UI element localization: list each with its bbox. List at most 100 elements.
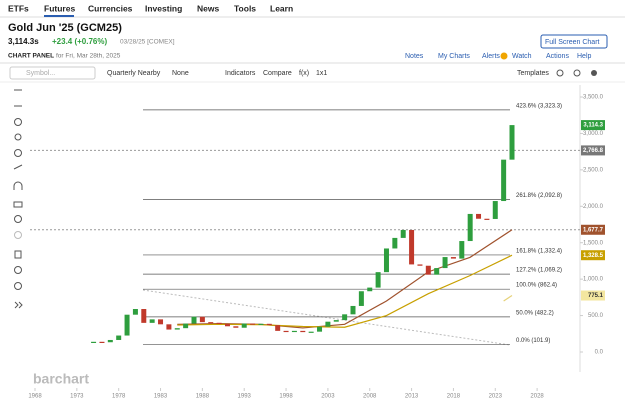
price-tag-label: 1,328.5 [583, 253, 604, 259]
candle [116, 335, 122, 340]
toolbar-item[interactable]: Quarterly Nearby [107, 70, 161, 77]
last-price: 3,114.3s [8, 37, 39, 46]
x-tick-label: 1973 [70, 394, 84, 400]
tool-icon[interactable] [14, 266, 22, 274]
price-tag [581, 145, 605, 156]
candle [241, 323, 247, 328]
fib-label: 0.0% (101.9) [516, 338, 550, 344]
toolbar-item[interactable]: None [172, 70, 189, 77]
candle [99, 341, 105, 343]
active-underline [44, 15, 74, 17]
candle [492, 201, 498, 219]
tool-icon[interactable] [14, 250, 22, 259]
price-tag [581, 224, 605, 235]
y-tick-label: 1,000.0 [583, 277, 604, 283]
tool-icon[interactable] [14, 215, 22, 223]
candle [425, 265, 431, 275]
nav-tab[interactable]: Tools [234, 3, 256, 13]
candle [509, 125, 515, 160]
alert-icon [500, 52, 508, 60]
candle [342, 314, 348, 321]
x-tick-label: 2023 [489, 394, 503, 400]
toolbar-item[interactable]: f(x) [299, 70, 309, 77]
toolbar-item[interactable]: Templates [517, 70, 549, 77]
theme-icon[interactable] [591, 70, 597, 76]
candle [333, 320, 339, 322]
watermark: barchart [33, 371, 89, 387]
fib-label: 50.0% (482.2) [516, 310, 554, 316]
price-tag-label: 3,114.3 [583, 123, 603, 129]
toolbar-item[interactable]: Indicators [225, 70, 256, 77]
candle [141, 309, 147, 323]
candle [224, 323, 230, 327]
candle [350, 305, 356, 315]
nav-tab[interactable]: Futures [44, 3, 75, 13]
nav-tab[interactable]: News [197, 3, 219, 13]
link[interactable]: Watch [512, 53, 532, 60]
trend-line [142, 289, 511, 346]
candle [191, 316, 197, 324]
settings-icon[interactable] [556, 69, 564, 77]
nav-tab[interactable]: Investing [145, 3, 182, 13]
nav-tab[interactable]: ETFs [8, 3, 29, 13]
candle [124, 314, 130, 336]
tool-icon[interactable] [14, 231, 22, 239]
price-tag [581, 290, 605, 301]
fullscreen-button[interactable] [540, 34, 608, 49]
y-tick-label: 2,500.0 [583, 167, 604, 173]
candle [308, 331, 314, 333]
toolbar-item[interactable]: 1x1 [316, 70, 327, 77]
toolbar-item[interactable]: Compare [263, 70, 292, 77]
candle [174, 328, 180, 330]
panel-label: CHART PANEL [8, 53, 54, 60]
symbol-placeholder[interactable]: Symbol... [26, 70, 55, 77]
link[interactable]: Help [577, 53, 592, 60]
fib-label: 261.8% (2,092.8) [516, 193, 562, 199]
candle [91, 341, 97, 343]
candle [283, 330, 289, 333]
x-tick-label: 2028 [530, 394, 544, 400]
y-tick-label: 3,000.0 [583, 131, 604, 137]
moving-average [503, 295, 513, 302]
price-tag-label: 2,766.8 [583, 148, 604, 154]
tool-icon[interactable] [13, 181, 23, 190]
camera-icon[interactable] [573, 69, 581, 77]
fib-label: 423.6% (3,323.3) [516, 103, 562, 109]
nav-tab[interactable]: Learn [270, 3, 293, 13]
fib-label: 127.2% (1,069.2) [516, 268, 562, 274]
candle [459, 241, 465, 259]
candle [409, 229, 415, 265]
candle [367, 287, 373, 292]
symbol-input[interactable] [9, 66, 96, 80]
x-tick-label: 2013 [405, 394, 419, 400]
tool-icon[interactable] [14, 133, 22, 141]
tool-icon[interactable] [14, 149, 22, 157]
candle [467, 213, 473, 242]
link[interactable]: My Charts [438, 53, 470, 60]
tool-icon[interactable] [14, 301, 23, 309]
title: Gold Jun '25 (GCM25) [8, 22, 122, 34]
candle [392, 237, 398, 249]
link[interactable]: Alerts [482, 53, 500, 60]
tool-icon[interactable] [13, 164, 23, 170]
tool-icon[interactable] [14, 282, 22, 290]
y-tick-label: 1,500.0 [583, 240, 604, 246]
tool-column [13, 89, 23, 309]
price-tag-label: 775.1 [588, 293, 604, 299]
candle [107, 339, 113, 343]
candle [266, 323, 272, 326]
moving-average [177, 254, 513, 328]
candle [158, 319, 164, 325]
candle [183, 323, 189, 329]
fullscreen-label[interactable]: Full Screen Chart [545, 39, 600, 46]
link[interactable]: Actions [546, 53, 569, 60]
moving-average [177, 229, 513, 329]
tool-icon[interactable] [13, 201, 23, 208]
link[interactable]: Notes [405, 53, 424, 60]
nav-tab[interactable]: Currencies [88, 3, 133, 13]
candle [258, 323, 264, 326]
tool-icon[interactable] [14, 118, 22, 126]
change: +23.4 (+0.76%) [52, 37, 107, 46]
candle [501, 159, 507, 202]
